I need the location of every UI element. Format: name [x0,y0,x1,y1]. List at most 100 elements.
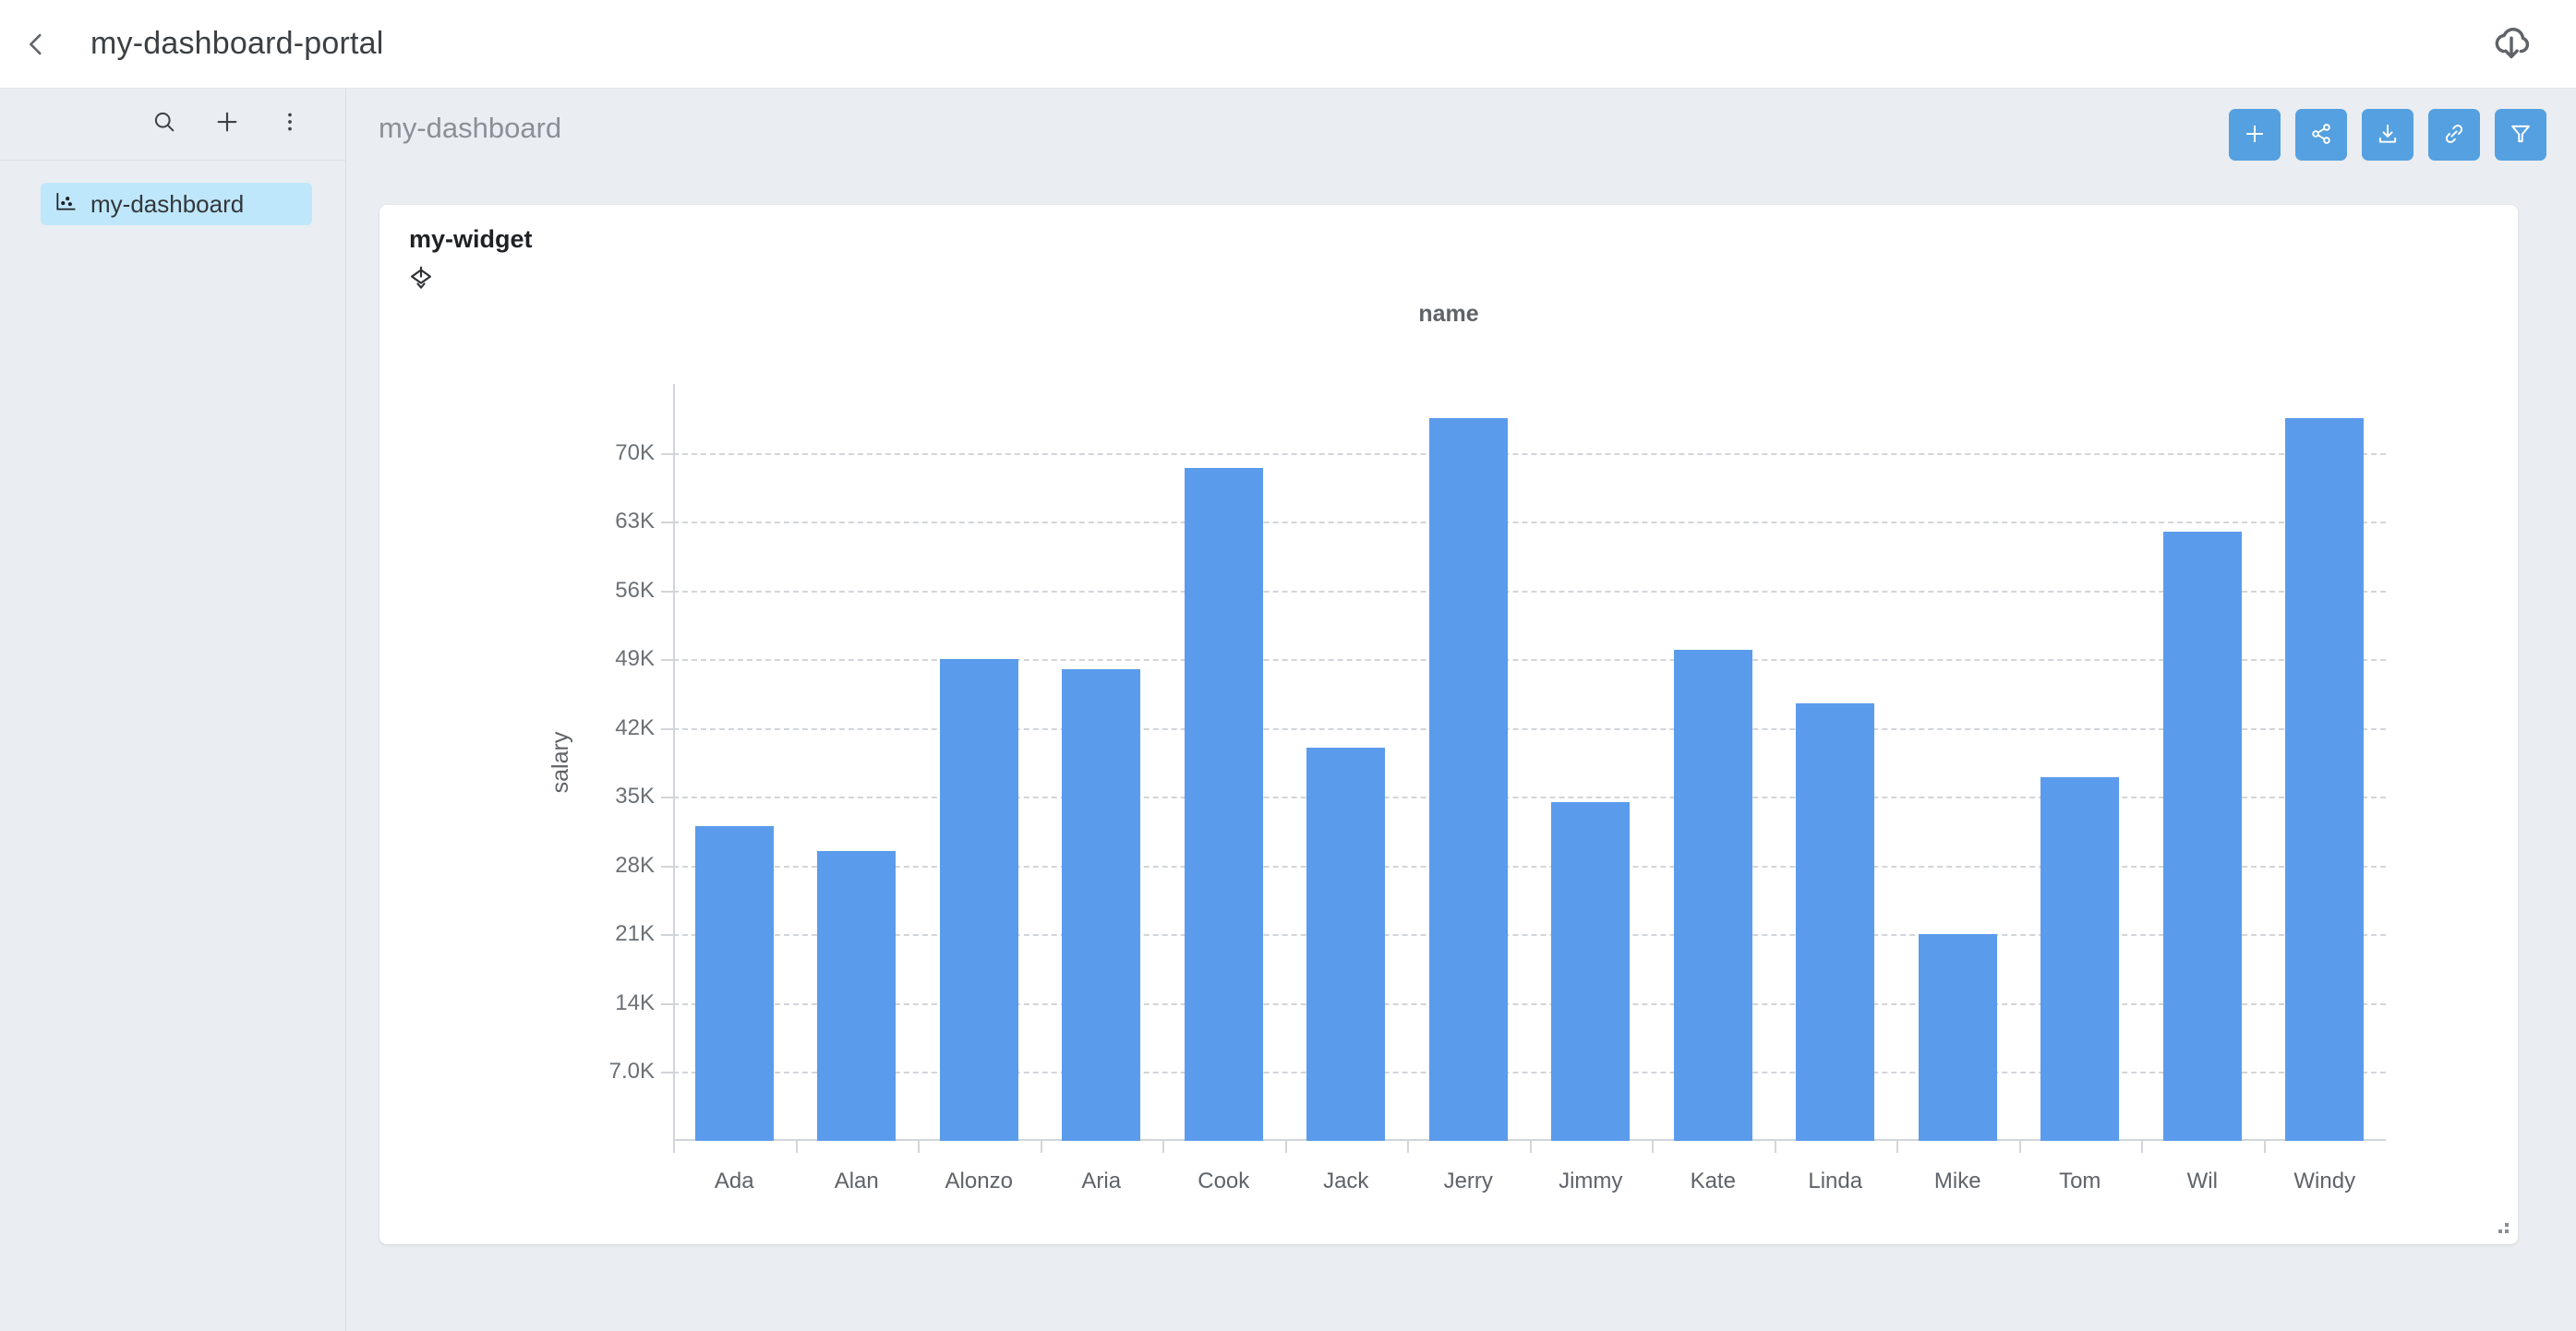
download-icon [2376,122,2400,149]
resize-handle-icon[interactable] [2493,1219,2511,1238]
gridline [673,727,2386,730]
x-axis-ticks: Ada Alan Alonzo Aria Cook Jack Jerry Jimmy Kate L… [673,1141,2386,1205]
x-tick-slot: Kate [1652,1141,1775,1205]
download-button[interactable] [2362,109,2413,161]
chart-scatter-icon [54,190,78,219]
gridline [673,659,2386,662]
bar-slot [2141,384,2264,1141]
y-tick-mark [661,1002,673,1005]
bar[interactable] [1184,467,1263,1141]
x-tick-mark [2263,1141,2266,1153]
gridline [673,1002,2386,1005]
bar-slot [1530,384,1653,1141]
gridline [673,865,2386,868]
bar[interactable] [2040,776,2120,1141]
gridline [673,934,2386,937]
bar[interactable] [1551,801,1631,1141]
bar-slot [1896,384,2019,1141]
bar[interactable] [1062,668,1141,1141]
x-tick-mark [2018,1141,2021,1153]
y-tick-label: 49K [615,646,655,672]
bar[interactable] [817,850,897,1141]
x-tick-mark [1284,1141,1287,1153]
bar[interactable] [2162,531,2242,1141]
page-title: my-dashboard-portal [90,26,384,61]
chart: name 7.0K 14K 21K 28K 35K 42K 49K 56K 63K 70K sal… [379,279,2518,1239]
y-axis-label: salary [547,731,573,794]
x-tick-slot: Cook [1162,1141,1285,1205]
share-button[interactable] [2295,109,2347,161]
bar-slot [796,384,919,1141]
bar[interactable] [694,826,774,1141]
x-tick-mark [1040,1141,1042,1153]
x-tick-slot: Jimmy [1529,1141,1653,1205]
sidebar-toolbar [0,89,345,161]
x-tick-slot: Linda [1774,1141,1897,1205]
filter-icon [2509,122,2533,149]
widget-title: my-widget [409,225,533,253]
bar-slot [1775,384,1897,1141]
sidebar-list: my-dashboard [0,161,345,225]
y-tick-mark [661,797,673,799]
x-tick-mark [1407,1141,1409,1153]
back-button[interactable] [7,0,65,89]
bar[interactable] [1306,748,1386,1141]
x-tick-slot: Wil [2141,1141,2264,1205]
bar[interactable] [1673,649,1752,1141]
x-tick-label: Cook [1198,1169,1250,1193]
x-tick-label: Windy [2293,1169,2356,1193]
move-cursor-icon [405,262,437,294]
x-tick-slot: Alan [795,1141,919,1205]
x-tick-label: Jerry [1443,1169,1493,1193]
search-button[interactable] [144,104,185,145]
bar[interactable] [1428,418,1508,1141]
x-tick-label: Mike [1933,1169,1981,1193]
x-tick-slot: Ada [673,1141,796,1205]
x-tick-label: Wil [2186,1169,2218,1193]
x-tick-mark [1529,1141,1532,1153]
y-axis-line [673,384,675,1141]
link-icon [2442,122,2466,149]
x-tick-label: Alonzo [945,1169,1013,1193]
x-axis-line [673,1139,2386,1141]
bar[interactable] [1796,703,1875,1141]
filter-button[interactable] [2495,109,2546,161]
x-tick-label: Ada [714,1169,754,1193]
y-tick-label: 7.0K [608,1059,655,1085]
gridline [673,1072,2386,1074]
bar-series [673,384,2386,1141]
x-tick-mark [918,1141,920,1153]
add-button[interactable] [207,104,247,145]
bar[interactable] [2285,418,2365,1141]
y-tick-mark [661,727,673,730]
x-tick-mark [673,1141,675,1153]
bar-slot [1285,384,1408,1141]
sidebar-item-label: my-dashboard [90,189,245,218]
dashboard-title: my-dashboard [379,112,562,144]
x-tick-mark [795,1141,798,1153]
x-tick-label: Tom [2059,1169,2101,1193]
y-tick-label: 56K [615,577,655,603]
bar-slot [2264,384,2387,1141]
plus-icon [2243,122,2267,149]
widget-card[interactable]: my-widget name 7.0K 14K 21K 28K 35K 42K 49K 56K… [379,205,2518,1244]
share-icon [2309,122,2333,149]
bar[interactable] [1918,934,1997,1141]
x-tick-slot: Tom [2018,1141,2142,1205]
y-tick-label: 63K [615,509,655,534]
cloud-download-button[interactable] [2486,18,2537,70]
x-tick-label: Alan [834,1169,879,1193]
bar-slot [1652,384,1775,1141]
more-options-button[interactable] [270,104,310,145]
y-tick-label: 14K [615,989,655,1015]
sidebar-item-my-dashboard[interactable]: my-dashboard [41,183,312,225]
x-tick-slot: Jack [1284,1141,1408,1205]
y-tick-mark [661,1072,673,1074]
add-icon [213,108,241,140]
bar[interactable] [939,659,1018,1141]
x-tick-mark [1652,1141,1654,1153]
bar-slot [673,384,796,1141]
link-button[interactable] [2428,109,2480,161]
more-vertical-icon [278,110,302,138]
add-widget-button[interactable] [2229,109,2281,161]
